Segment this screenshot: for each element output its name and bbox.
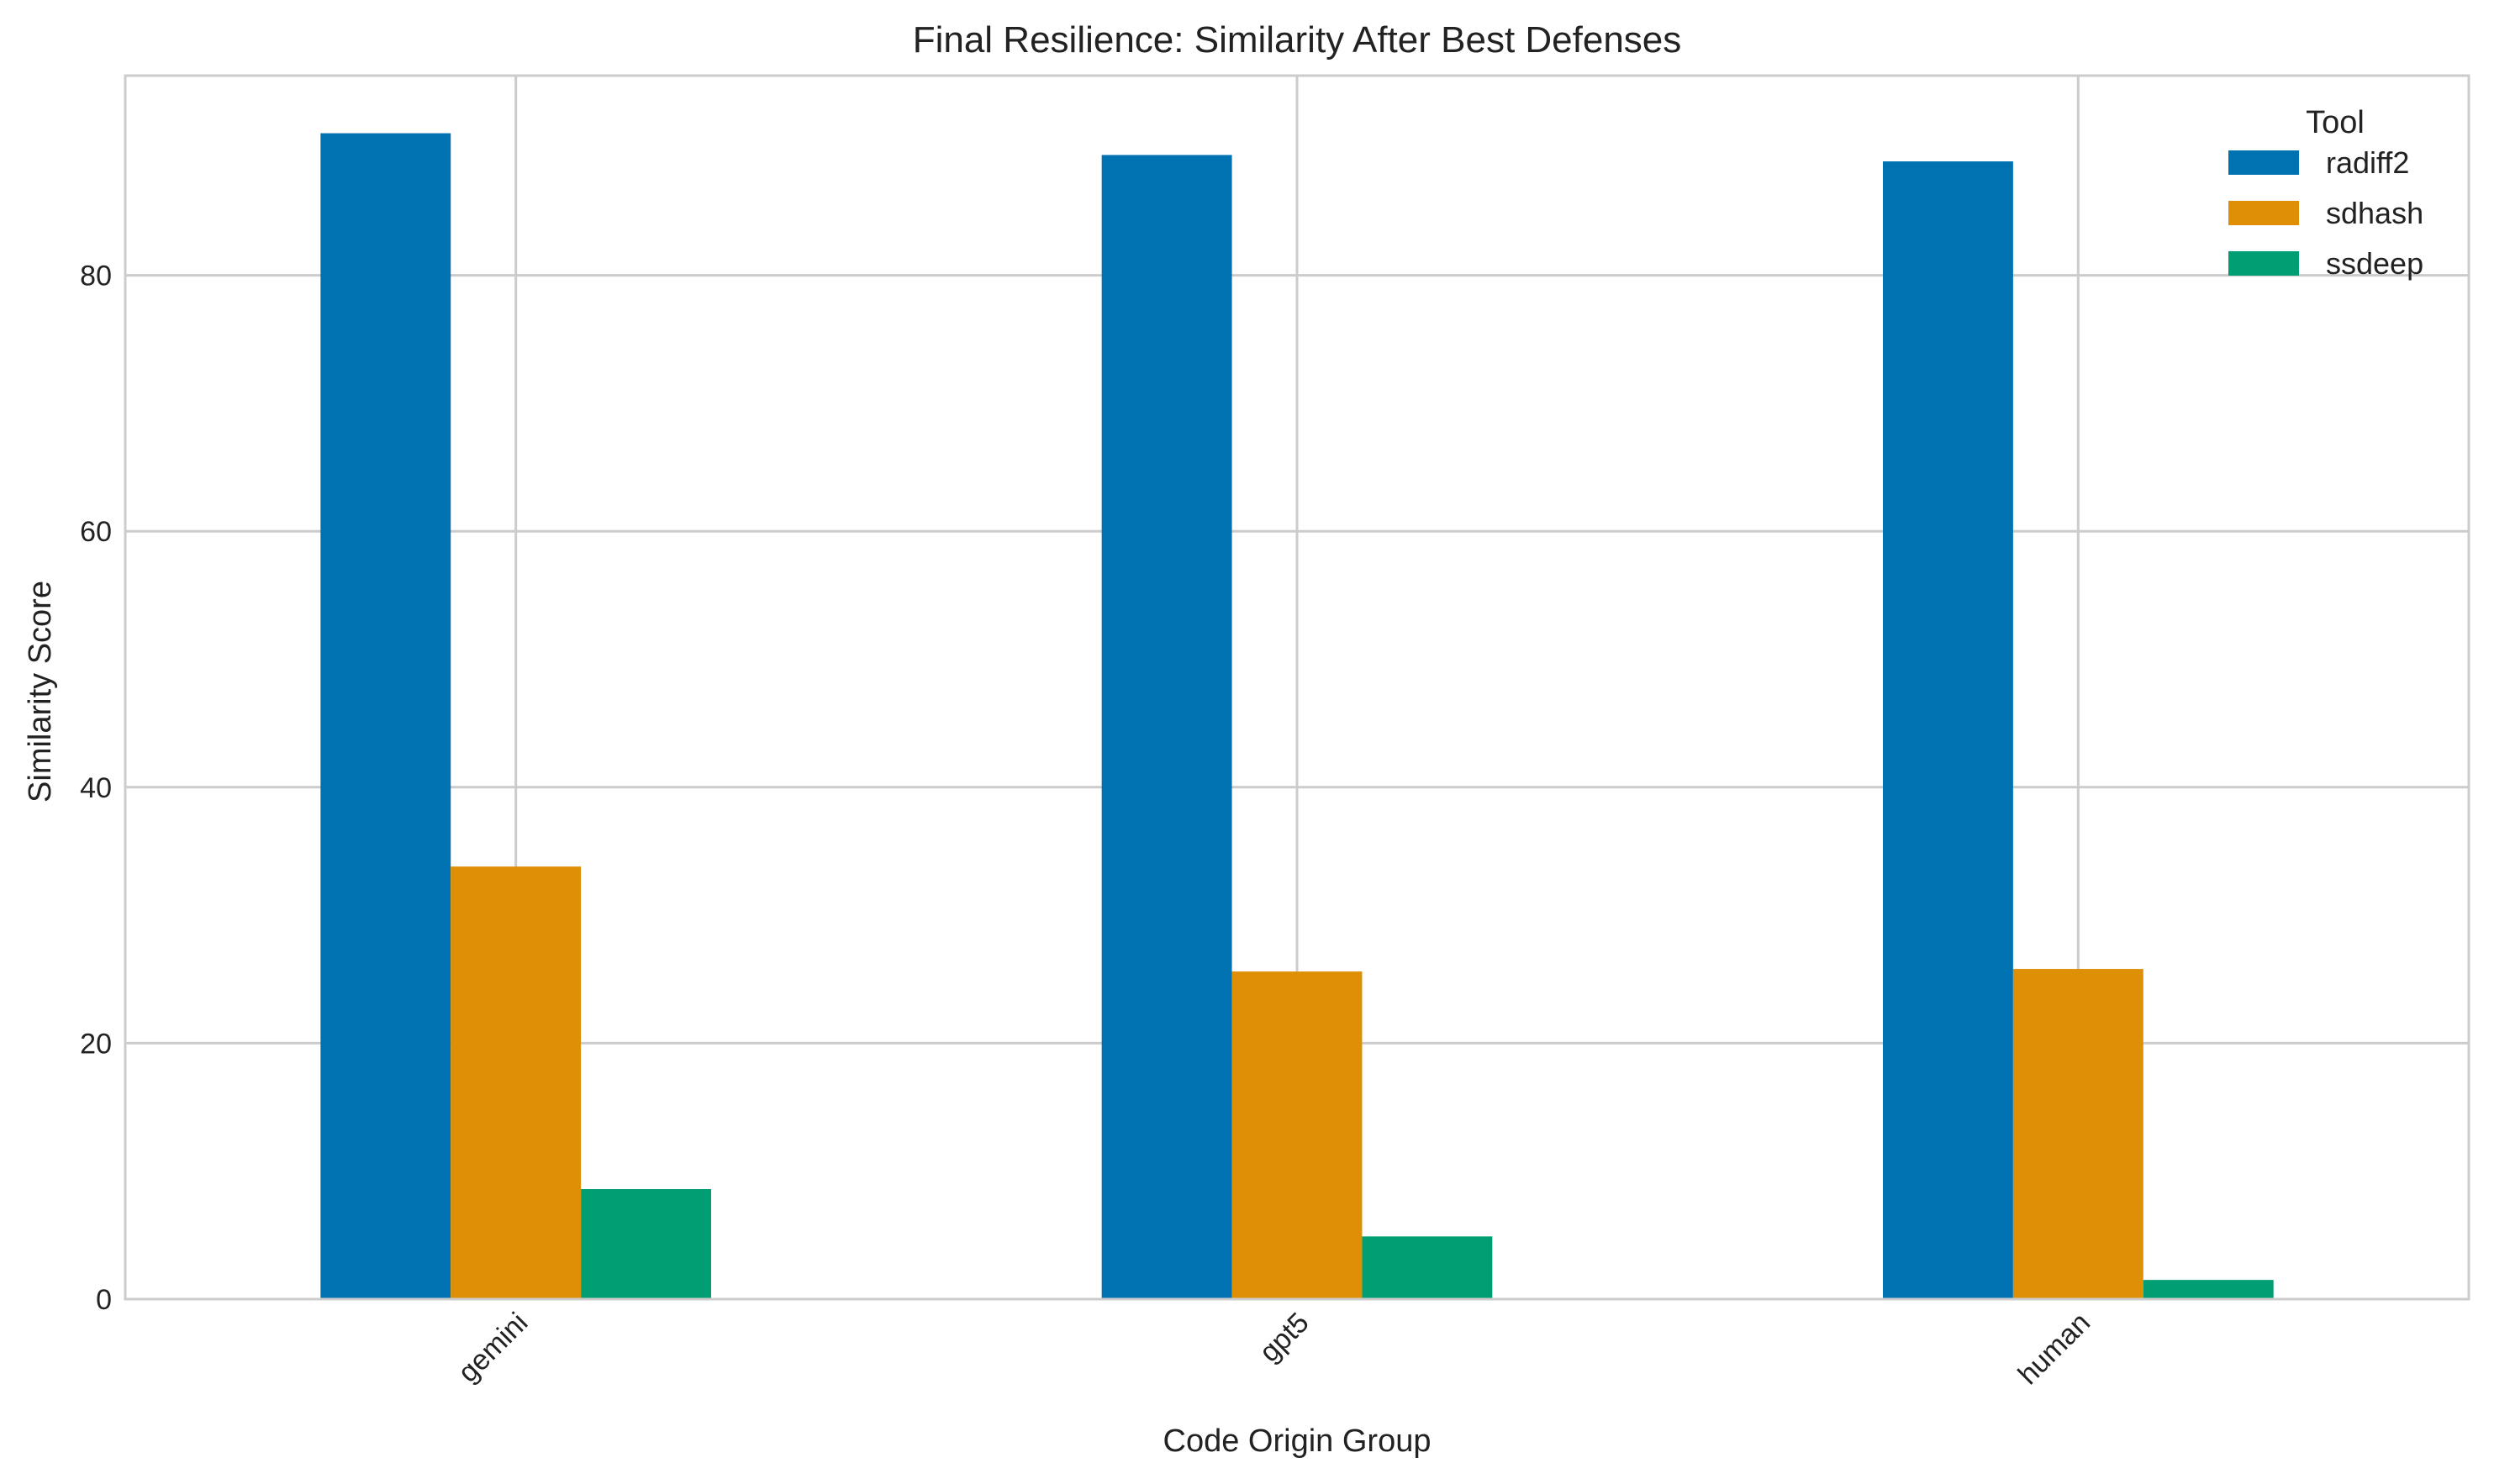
legend: Tool radiff2 sdhash ssdeep xyxy=(2228,105,2423,281)
legend-label-radiff2: radiff2 xyxy=(2326,145,2409,180)
legend-items: radiff2 sdhash ssdeep xyxy=(2228,145,2423,281)
legend-title: Tool xyxy=(2306,105,2365,140)
legend-swatch-sdhash xyxy=(2228,201,2299,225)
x-axis-label: Code Origin Group xyxy=(1163,1423,1432,1459)
bar-ssdeep-gpt5 xyxy=(1362,1236,1493,1299)
legend-label-sdhash: sdhash xyxy=(2326,196,2423,230)
legend-swatch-radiff2 xyxy=(2228,150,2299,175)
y-tick-label: 40 xyxy=(80,772,112,804)
bar-radiff2-gpt5 xyxy=(1101,155,1232,1300)
y-tick-label: 0 xyxy=(96,1284,112,1316)
bar-ssdeep-gemini xyxy=(581,1189,711,1299)
bar-radiff2-gemini xyxy=(320,133,451,1300)
legend-swatch-ssdeep xyxy=(2228,251,2299,276)
bar-sdhash-human xyxy=(2012,969,2143,1299)
y-ticks: 0 20 40 60 80 xyxy=(80,260,112,1316)
legend-label-ssdeep: ssdeep xyxy=(2326,246,2423,281)
plot-frame xyxy=(124,74,2470,1301)
bar-sdhash-gpt5 xyxy=(1231,971,1363,1299)
y-tick-label: 60 xyxy=(80,516,112,548)
bar-ssdeep-human xyxy=(2143,1280,2274,1299)
bar-sdhash-gemini xyxy=(451,866,582,1299)
y-tick-label: 20 xyxy=(80,1028,112,1060)
bar-radiff2-human xyxy=(1883,161,2013,1299)
y-tick-label: 80 xyxy=(80,260,112,292)
bars xyxy=(320,133,2274,1300)
chart-title: Final Resilience: Similarity After Best … xyxy=(913,19,1682,61)
y-axis-label: Similarity Score xyxy=(23,581,58,803)
